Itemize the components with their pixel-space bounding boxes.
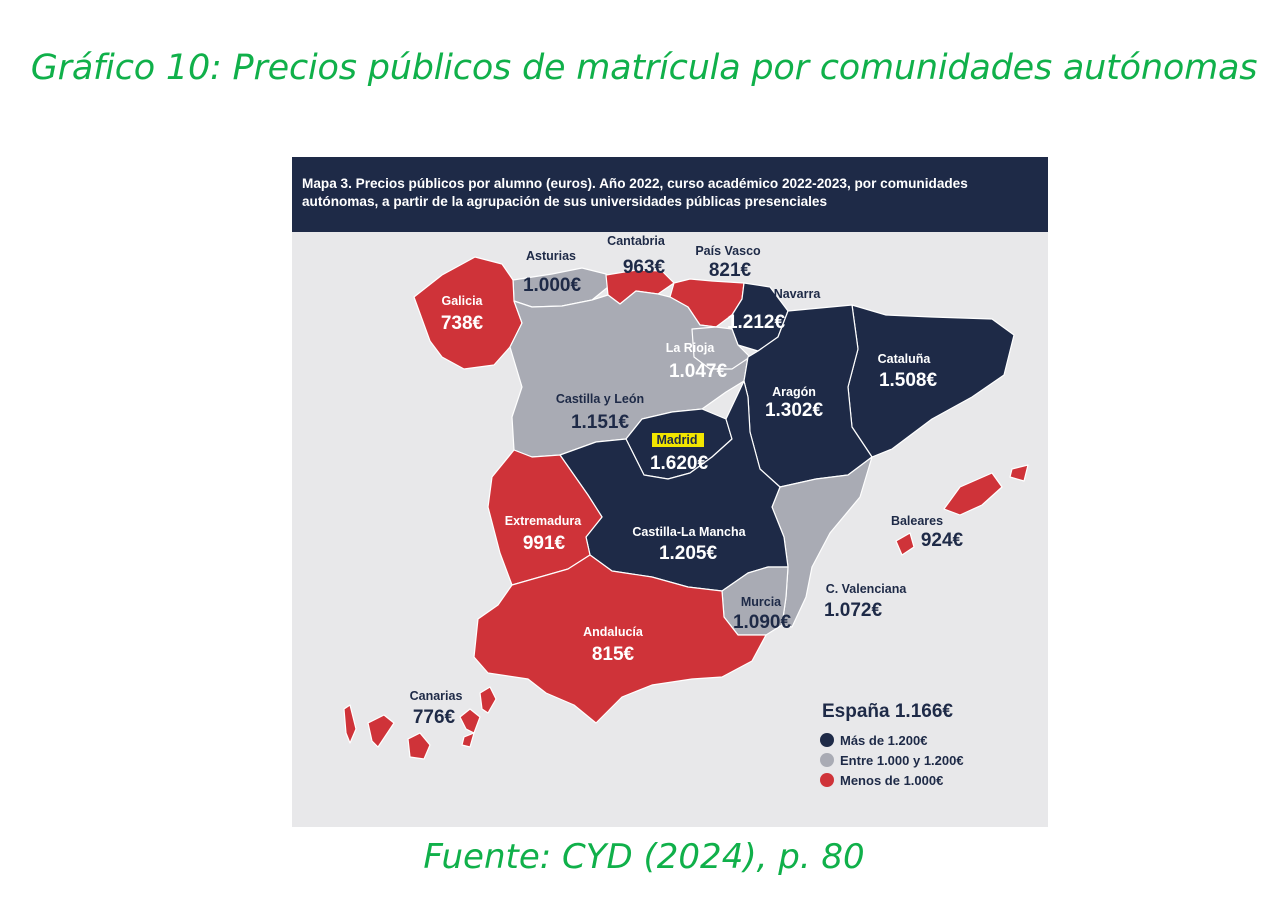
region-name: Navarra xyxy=(774,287,822,301)
legend-total: España 1.166€ xyxy=(822,701,953,722)
region-value: 1.302€ xyxy=(765,400,824,421)
legend: España 1.166€ Más de 1.200€ Entre 1.000 … xyxy=(820,701,964,788)
region-name: Baleares xyxy=(891,514,943,528)
page-title: Gráfico 10: Precios públicos de matrícul… xyxy=(30,48,1258,88)
region-navarra xyxy=(731,282,789,352)
region-andalucia xyxy=(473,554,767,724)
region-value: 1.072€ xyxy=(824,600,883,621)
legend-item-mid: Entre 1.000 y 1.200€ xyxy=(820,753,964,768)
region-value: 776€ xyxy=(413,707,456,728)
region-name: Cantabria xyxy=(607,234,666,248)
region-value: 1.151€ xyxy=(571,412,630,433)
madrid-highlight xyxy=(652,433,704,447)
legend-swatch-high xyxy=(820,733,834,747)
region-name: Madrid xyxy=(657,433,698,447)
region-value: 738€ xyxy=(441,313,484,334)
legend-label-mid: Entre 1.000 y 1.200€ xyxy=(840,753,964,768)
region-baleares xyxy=(895,464,1029,556)
label-navarra: Navarra 1.212€ xyxy=(727,287,821,333)
label-cataluna: Cataluña 1.508€ xyxy=(878,352,938,391)
region-name: Extremadura xyxy=(505,514,582,528)
label-extremadura: Extremadura 991€ xyxy=(505,514,582,554)
map-panel: Galicia 738€ Asturias 1.000€ Cantabria 963€… xyxy=(292,157,1048,827)
label-pais-vasco: País Vasco 821€ xyxy=(695,244,761,281)
region-name: Asturias xyxy=(526,249,576,263)
region-value: 1.047€ xyxy=(669,361,728,382)
legend-label-high: Más de 1.200€ xyxy=(840,733,927,748)
region-value: 821€ xyxy=(709,260,752,281)
region-canarias xyxy=(343,686,497,760)
label-galicia: Galicia 738€ xyxy=(441,294,484,334)
label-madrid: Madrid 1.620€ xyxy=(650,433,709,474)
region-name: Castilla y León xyxy=(556,392,644,406)
region-name: Andalucía xyxy=(583,625,644,639)
map-header: Mapa 3. Precios públicos por alumno (eur… xyxy=(292,157,1048,232)
legend-item-low: Menos de 1.000€ xyxy=(820,773,943,788)
region-name: País Vasco xyxy=(695,244,761,258)
label-baleares: Baleares 924€ xyxy=(891,514,964,551)
label-la-rioja: La Rioja 1.047€ xyxy=(666,341,728,382)
region-value: 963€ xyxy=(623,257,666,278)
region-name: Aragón xyxy=(772,385,816,399)
region-value: 991€ xyxy=(523,533,566,554)
label-cantabria: Cantabria 963€ xyxy=(607,234,666,278)
region-value: 1.000€ xyxy=(523,275,582,296)
labels-layer: Galicia 738€ Asturias 1.000€ Cantabria 963€… xyxy=(410,234,964,728)
label-c-valenciana: C. Valenciana 1.072€ xyxy=(824,582,907,621)
region-name: La Rioja xyxy=(666,341,716,355)
region-value: 815€ xyxy=(592,644,635,665)
label-castilla-y-leon: Castilla y León 1.151€ xyxy=(556,392,644,433)
legend-label-low: Menos de 1.000€ xyxy=(840,773,943,788)
label-canarias: Canarias 776€ xyxy=(410,689,463,728)
legend-swatch-mid xyxy=(820,753,834,767)
region-name: Murcia xyxy=(741,595,782,609)
region-name: Cataluña xyxy=(878,352,932,366)
label-andalucia: Andalucía 815€ xyxy=(583,625,644,665)
legend-swatch-low xyxy=(820,773,834,787)
label-asturias: Asturias 1.000€ xyxy=(523,249,582,296)
region-name: C. Valenciana xyxy=(826,582,908,596)
region-value: 1.090€ xyxy=(733,612,792,633)
region-value: 1.508€ xyxy=(879,370,938,391)
label-castilla-la-mancha: Castilla-La Mancha 1.205€ xyxy=(632,525,746,564)
source-caption: Fuente: CYD (2024), p. 80 xyxy=(423,837,865,877)
region-name: Galicia xyxy=(442,294,484,308)
region-value: 1.212€ xyxy=(727,312,786,333)
label-murcia: Murcia 1.090€ xyxy=(733,595,792,633)
legend-item-high: Más de 1.200€ xyxy=(820,733,927,748)
region-value: 924€ xyxy=(921,530,964,551)
region-name: Castilla-La Mancha xyxy=(632,525,746,539)
spain-map: Galicia 738€ Asturias 1.000€ Cantabria 963€… xyxy=(343,234,1029,788)
region-value: 1.205€ xyxy=(659,543,718,564)
region-name: Canarias xyxy=(410,689,463,703)
region-value: 1.620€ xyxy=(650,453,709,474)
regions-layer xyxy=(343,256,1029,760)
